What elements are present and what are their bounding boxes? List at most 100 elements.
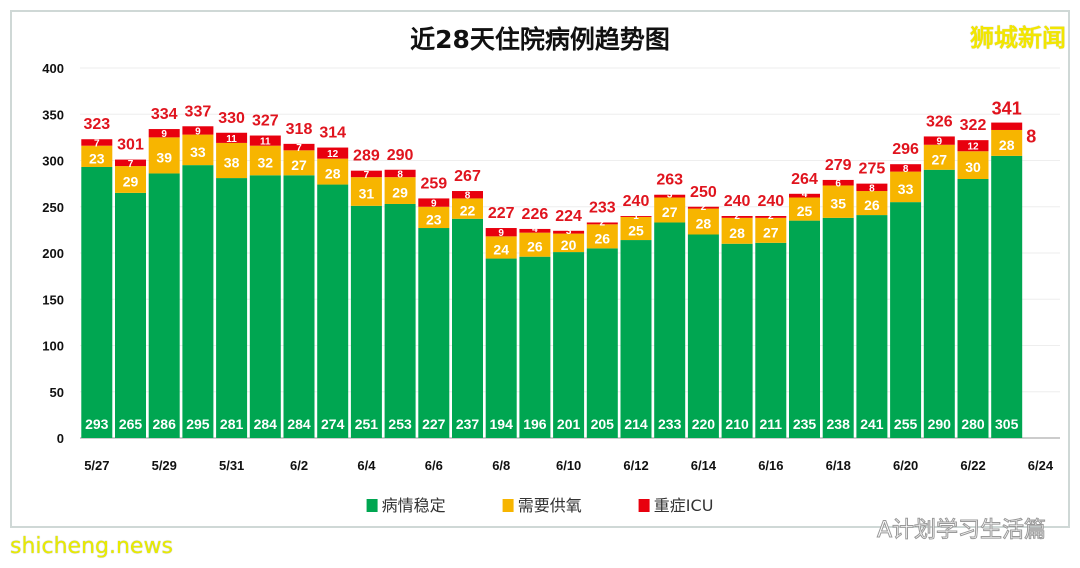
- data-label-oxygen: 29: [123, 173, 139, 189]
- bar-segment-icu: [957, 140, 989, 152]
- data-label-total: 250: [690, 184, 717, 201]
- bar-segment-oxygen: [384, 177, 416, 204]
- bar-segment-icu: [856, 183, 888, 192]
- data-label-total: 322: [960, 117, 987, 134]
- data-label-stable: 214: [624, 416, 648, 432]
- data-label-icu: 7: [94, 138, 100, 149]
- bar-segment-icu: [148, 129, 180, 138]
- bar-segment-icu: [553, 230, 585, 234]
- chart-title: 近28天住院病例趋势图: [410, 25, 670, 54]
- bar-segment-icu: [384, 169, 416, 178]
- bar-segment-icu: [249, 135, 281, 146]
- data-label-icu: 7: [364, 170, 370, 181]
- bar-segment-icu: [620, 216, 652, 217]
- data-label-icu: 6: [835, 179, 841, 190]
- data-label-stable: 295: [186, 416, 210, 432]
- bar-segment-stable: [991, 155, 1023, 438]
- data-label-icu: 2: [734, 211, 740, 222]
- bar-segment-stable: [620, 240, 652, 438]
- data-label-total: 289: [353, 148, 380, 165]
- data-label-icu: 7: [296, 143, 302, 154]
- bar-segment-stable: [182, 165, 214, 438]
- data-label-oxygen: 28: [325, 166, 341, 182]
- data-label-total: 275: [859, 161, 886, 178]
- data-label-icu: 4: [802, 189, 808, 200]
- data-label-icu: 2: [768, 211, 774, 222]
- y-tick-label: 250: [42, 200, 64, 215]
- x-tick-label: 5/31: [219, 458, 244, 473]
- bar-segment-oxygen: [856, 191, 888, 216]
- x-tick-label: 6/22: [960, 458, 985, 473]
- data-label-stable: 293: [85, 416, 109, 432]
- data-label-total: 267: [454, 168, 481, 185]
- data-label-total: 263: [656, 172, 683, 189]
- bar-segment-icu: [350, 170, 382, 178]
- data-label-stable: 281: [220, 416, 244, 432]
- data-label-stable: 205: [591, 416, 615, 432]
- x-tick-label: 6/4: [357, 458, 376, 473]
- data-label-total: 314: [319, 125, 346, 142]
- data-label-total: 330: [218, 110, 245, 127]
- data-label-icu: 11: [226, 134, 237, 145]
- bar-segment-stable: [384, 203, 416, 438]
- bar-segment-icu: [687, 206, 719, 209]
- y-tick-label: 350: [42, 107, 64, 122]
- x-tick-label: 6/8: [492, 458, 510, 473]
- bar-segment-icu: [721, 216, 753, 218]
- x-tick-label: 6/6: [425, 458, 443, 473]
- bar-segment-oxygen: [755, 217, 787, 243]
- legend: 病情稳定 需要供氧 重症ICU: [341, 492, 740, 516]
- data-label-icu: 7: [128, 159, 134, 170]
- bar-segment-icu: [182, 126, 214, 135]
- data-label-oxygen: 30: [965, 159, 981, 175]
- data-label-stable: 286: [153, 416, 177, 432]
- bar-segment-stable: [519, 256, 551, 438]
- data-label-stable: 210: [725, 416, 749, 432]
- data-label-oxygen: 26: [595, 230, 611, 246]
- bar-segment-stable: [283, 175, 315, 439]
- data-label-oxygen: 28: [999, 137, 1015, 153]
- data-label-oxygen: 31: [359, 185, 375, 201]
- data-label-icu: 3: [667, 190, 673, 201]
- watermark-wechat: A计划学习生活篇: [876, 518, 1046, 544]
- data-label-oxygen: 28: [696, 216, 712, 232]
- data-label-total: 240: [623, 193, 650, 210]
- data-label-icu: 8: [1026, 127, 1036, 147]
- bar-segment-oxygen: [822, 185, 854, 218]
- watermark-top: 狮城新闻: [970, 24, 1066, 52]
- bar-segment-oxygen: [957, 151, 989, 179]
- bar-segment-oxygen: [923, 144, 955, 170]
- y-tick-label: 100: [42, 339, 64, 354]
- data-label-stable: 233: [658, 416, 682, 432]
- data-label-oxygen: 39: [156, 149, 172, 165]
- data-label-icu: 2: [600, 217, 606, 228]
- bar-segment-icu: [923, 136, 955, 145]
- bar-segment-oxygen: [418, 206, 450, 229]
- x-tick-label: 5/27: [84, 458, 109, 473]
- bar-segment-icu: [485, 228, 517, 237]
- y-tick-label: 300: [42, 154, 64, 169]
- bar-segment-icu: [317, 147, 349, 159]
- x-tick-label: 6/16: [758, 458, 783, 473]
- bar-segment-oxygen: [687, 208, 719, 235]
- data-label-oxygen: 28: [729, 225, 745, 241]
- bar-segment-oxygen: [620, 216, 652, 241]
- data-label-icu: 9: [937, 137, 943, 148]
- data-label-oxygen: 23: [426, 211, 442, 227]
- bar-segment-oxygen: [81, 145, 113, 167]
- data-label-icu: 8: [869, 183, 875, 194]
- data-label-oxygen: 27: [763, 224, 779, 240]
- legend-swatch: [502, 499, 514, 512]
- bar-segment-stable: [81, 166, 113, 438]
- bar-segment-icu: [822, 179, 854, 186]
- bar-segment-icu: [216, 132, 248, 143]
- bar-segment-oxygen: [586, 224, 618, 249]
- bar-segment-stable: [755, 242, 787, 438]
- data-label-icu: 8: [397, 169, 403, 180]
- bar-segment-stable: [148, 173, 180, 438]
- data-label-stable: 280: [961, 416, 985, 432]
- x-tick-label: 6/10: [556, 458, 581, 473]
- data-label-total: 224: [555, 208, 582, 225]
- data-label-icu: 1: [633, 211, 639, 222]
- data-label-stable: 220: [692, 416, 716, 432]
